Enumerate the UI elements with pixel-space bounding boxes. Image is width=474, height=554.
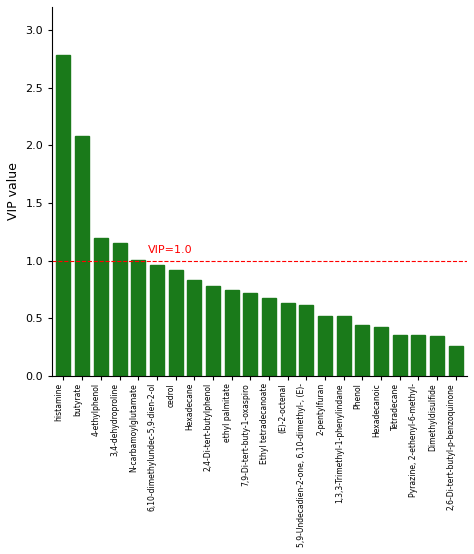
Bar: [75, 136, 89, 376]
Y-axis label: VIP value: VIP value: [7, 162, 20, 220]
Bar: [262, 297, 276, 376]
Bar: [356, 325, 369, 376]
Bar: [187, 280, 201, 376]
Bar: [206, 286, 220, 376]
Bar: [300, 305, 313, 376]
Bar: [112, 243, 127, 376]
Bar: [411, 335, 426, 376]
Bar: [318, 316, 332, 376]
Bar: [169, 270, 182, 376]
Bar: [449, 346, 463, 376]
Bar: [374, 326, 388, 376]
Bar: [393, 335, 407, 376]
Text: VIP=1.0: VIP=1.0: [147, 245, 192, 255]
Bar: [281, 304, 295, 376]
Bar: [150, 265, 164, 376]
Bar: [430, 336, 444, 376]
Bar: [243, 293, 257, 376]
Bar: [94, 238, 108, 376]
Bar: [131, 260, 145, 376]
Bar: [337, 316, 351, 376]
Bar: [225, 290, 238, 376]
Bar: [56, 55, 71, 376]
